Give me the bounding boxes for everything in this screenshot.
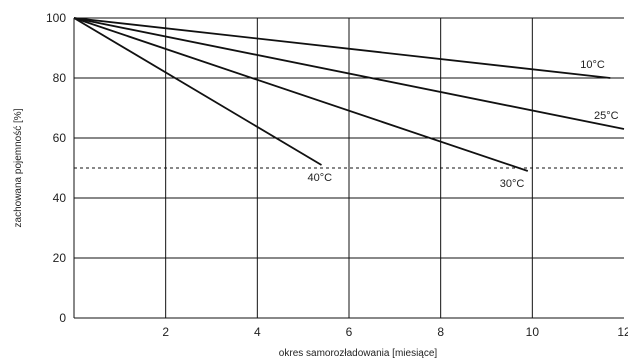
x-tick-labels: 2 4 6 8 10 12	[162, 325, 628, 339]
y-tick-label: 80	[53, 71, 67, 85]
series-line-0	[73, 17, 611, 79]
x-tick-label: 6	[346, 325, 353, 339]
y-tick-label: 40	[53, 191, 67, 205]
y-tick-label: 60	[53, 131, 67, 145]
series-label-3: 40°C	[308, 172, 333, 184]
series-label-1: 25°C	[594, 110, 619, 122]
x-tick-label: 10	[526, 325, 540, 339]
x-tick-label: 4	[254, 325, 261, 339]
y-tick-label: 0	[59, 311, 66, 325]
y-tick-labels: 0 20 40 60 80 100	[46, 11, 66, 325]
x-tick-label: 12	[617, 325, 628, 339]
series-line-3	[73, 17, 322, 166]
y-tick-label: 100	[46, 11, 66, 25]
x-tick-label: 8	[437, 325, 444, 339]
grid	[73, 17, 624, 319]
series-label-0: 10°C	[580, 59, 605, 71]
y-axis-title: zachowana pojemność [%]	[13, 108, 24, 227]
series-group	[73, 17, 625, 172]
series-labels: 10°C 25°C 30°C 40°C	[308, 59, 619, 190]
series-label-2: 30°C	[500, 178, 525, 190]
x-axis-title: okres samorozładowania [miesiące]	[279, 348, 438, 359]
series-line-1	[73, 17, 625, 130]
y-tick-label: 20	[53, 251, 67, 265]
series-line-2	[73, 17, 529, 172]
x-tick-label: 2	[162, 325, 169, 339]
